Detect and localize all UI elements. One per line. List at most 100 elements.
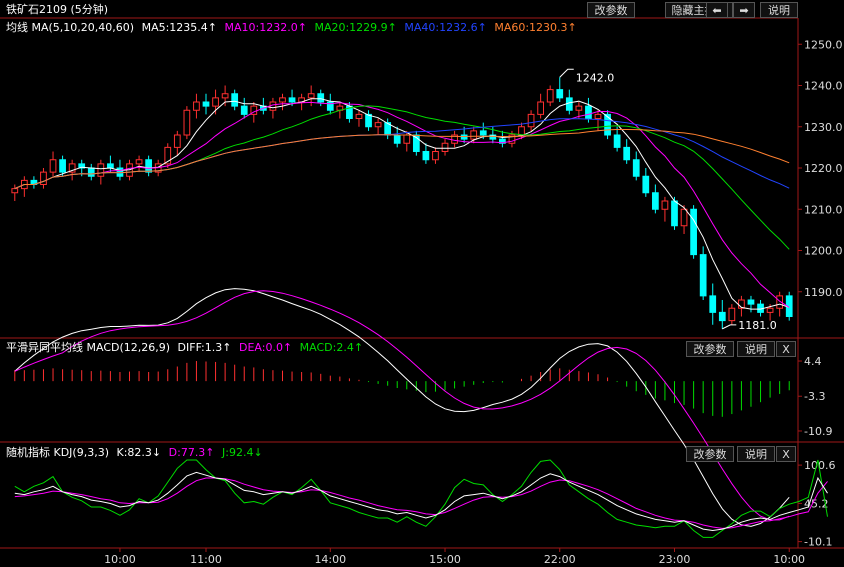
candle-body: [193, 101, 200, 111]
kdj-d-line: [14, 477, 828, 529]
macd-tick-label: 4.4: [804, 355, 822, 368]
ma5-line: [14, 98, 790, 310]
candle-body: [68, 163, 76, 173]
ma40-line: [14, 118, 790, 190]
kdj-d-value: D:77.3↑: [168, 446, 215, 459]
instrument-title: 铁矿石2109 (5分钟): [6, 3, 109, 16]
candle-body: [479, 130, 487, 136]
ma-legend: 均线 MA(5,10,20,40,60) MA5:1235.4↑ MA10:12…: [6, 21, 577, 35]
ma20-line: [14, 105, 790, 250]
candle-body: [747, 299, 755, 305]
candle-body: [556, 89, 564, 99]
candle-body: [231, 93, 239, 107]
ma5-value: MA5:1235.4↑: [141, 21, 218, 34]
candle-body: [221, 93, 229, 99]
candle-body: [355, 113, 363, 119]
candle-body: [690, 208, 697, 256]
candle-body: [709, 295, 717, 313]
candle-body: [718, 311, 726, 322]
candle-body: [240, 105, 248, 115]
low-price-annotation: 1181.0: [738, 319, 777, 332]
candle-body: [604, 113, 611, 136]
candle-body: [288, 97, 296, 103]
candle-body: [403, 134, 411, 144]
candle-body: [671, 200, 678, 227]
price-tick-label: 1250.0: [804, 38, 843, 51]
candle-body: [575, 105, 583, 111]
time-tick-label: 10:00: [773, 553, 805, 566]
candle-body: [594, 113, 602, 119]
candle-body: [470, 130, 478, 140]
high-marker-line: [559, 68, 574, 78]
candle-body: [107, 163, 114, 169]
scroll-right-button[interactable]: ➡: [733, 2, 755, 18]
candle-body: [145, 159, 153, 173]
macd-help-button[interactable]: 说明: [737, 341, 775, 357]
candle-body: [116, 167, 124, 177]
ma60-value: MA60:1230.3↑: [494, 21, 577, 34]
candle-body: [326, 101, 334, 111]
ma20-value: MA20:1229.9↑: [314, 21, 397, 34]
candle-body: [451, 134, 458, 144]
kdj-tick-label: -10.1: [804, 536, 832, 549]
time-tick-label: 23:00: [659, 553, 691, 566]
high-price-annotation: 1242.0: [576, 71, 615, 84]
kdj-help-button[interactable]: 说明: [737, 446, 775, 462]
candle-body: [642, 175, 650, 194]
time-tick-label: 15:00: [429, 553, 461, 566]
scroll-left-button[interactable]: ⬅: [706, 2, 728, 18]
price-tick-label: 1240.0: [804, 80, 843, 93]
candle-body: [393, 134, 401, 144]
candle-body: [537, 101, 545, 115]
candle-body: [546, 89, 554, 103]
kdj-title: 随机指标 KDJ(9,3,3): [6, 446, 109, 459]
candle-body: [59, 159, 66, 173]
candle-body: [585, 105, 592, 119]
candle-body: [565, 97, 573, 111]
candle-body: [40, 171, 47, 185]
candle-body: [728, 307, 736, 322]
main-help-button[interactable]: 说明: [760, 2, 798, 18]
candle-body: [269, 101, 277, 111]
candle-body: [623, 146, 631, 161]
candle-body: [135, 159, 143, 165]
candle-body: [374, 122, 382, 128]
candle-body: [87, 167, 95, 177]
candle-body: [183, 109, 191, 136]
candle-body: [518, 126, 525, 136]
candle-body: [489, 134, 497, 140]
candle-body: [680, 208, 688, 227]
price-tick-label: 1190.0: [804, 286, 843, 299]
candle-body: [250, 105, 258, 115]
candle-body: [212, 97, 219, 107]
time-tick-label: 11:00: [190, 553, 222, 566]
candle-body: [317, 93, 325, 103]
macd-close-button[interactable]: X: [776, 341, 796, 357]
macd-diff-line: [14, 288, 790, 527]
macd-params-button[interactable]: 改参数: [686, 341, 734, 357]
time-tick-label: 14:00: [314, 553, 346, 566]
candle-body: [432, 151, 439, 161]
candle-body: [441, 142, 449, 152]
macd-macd-value: MACD:2.4↑: [299, 341, 364, 354]
candle-body: [307, 93, 315, 99]
candle-body: [11, 188, 19, 194]
candle-body: [613, 134, 621, 148]
main-params-button[interactable]: 改参数: [587, 2, 635, 18]
low-marker-line: [722, 324, 737, 330]
time-tick-label: 10:00: [104, 553, 136, 566]
candle-body: [279, 97, 286, 103]
price-tick-label: 1210.0: [804, 203, 843, 216]
candle-body: [632, 159, 640, 177]
macd-dea-line: [14, 290, 790, 521]
candle-body: [202, 101, 210, 107]
kdj-close-button[interactable]: X: [776, 446, 796, 462]
kdj-k-value: K:82.3↓: [116, 446, 162, 459]
kdj-j-value: J:92.4↓: [222, 446, 263, 459]
candle-body: [508, 134, 516, 144]
candle-body: [78, 163, 86, 169]
kdj-k-line: [14, 471, 828, 532]
kdj-params-button[interactable]: 改参数: [686, 446, 734, 462]
candle-body: [776, 295, 784, 309]
price-tick-label: 1220.0: [804, 162, 843, 175]
